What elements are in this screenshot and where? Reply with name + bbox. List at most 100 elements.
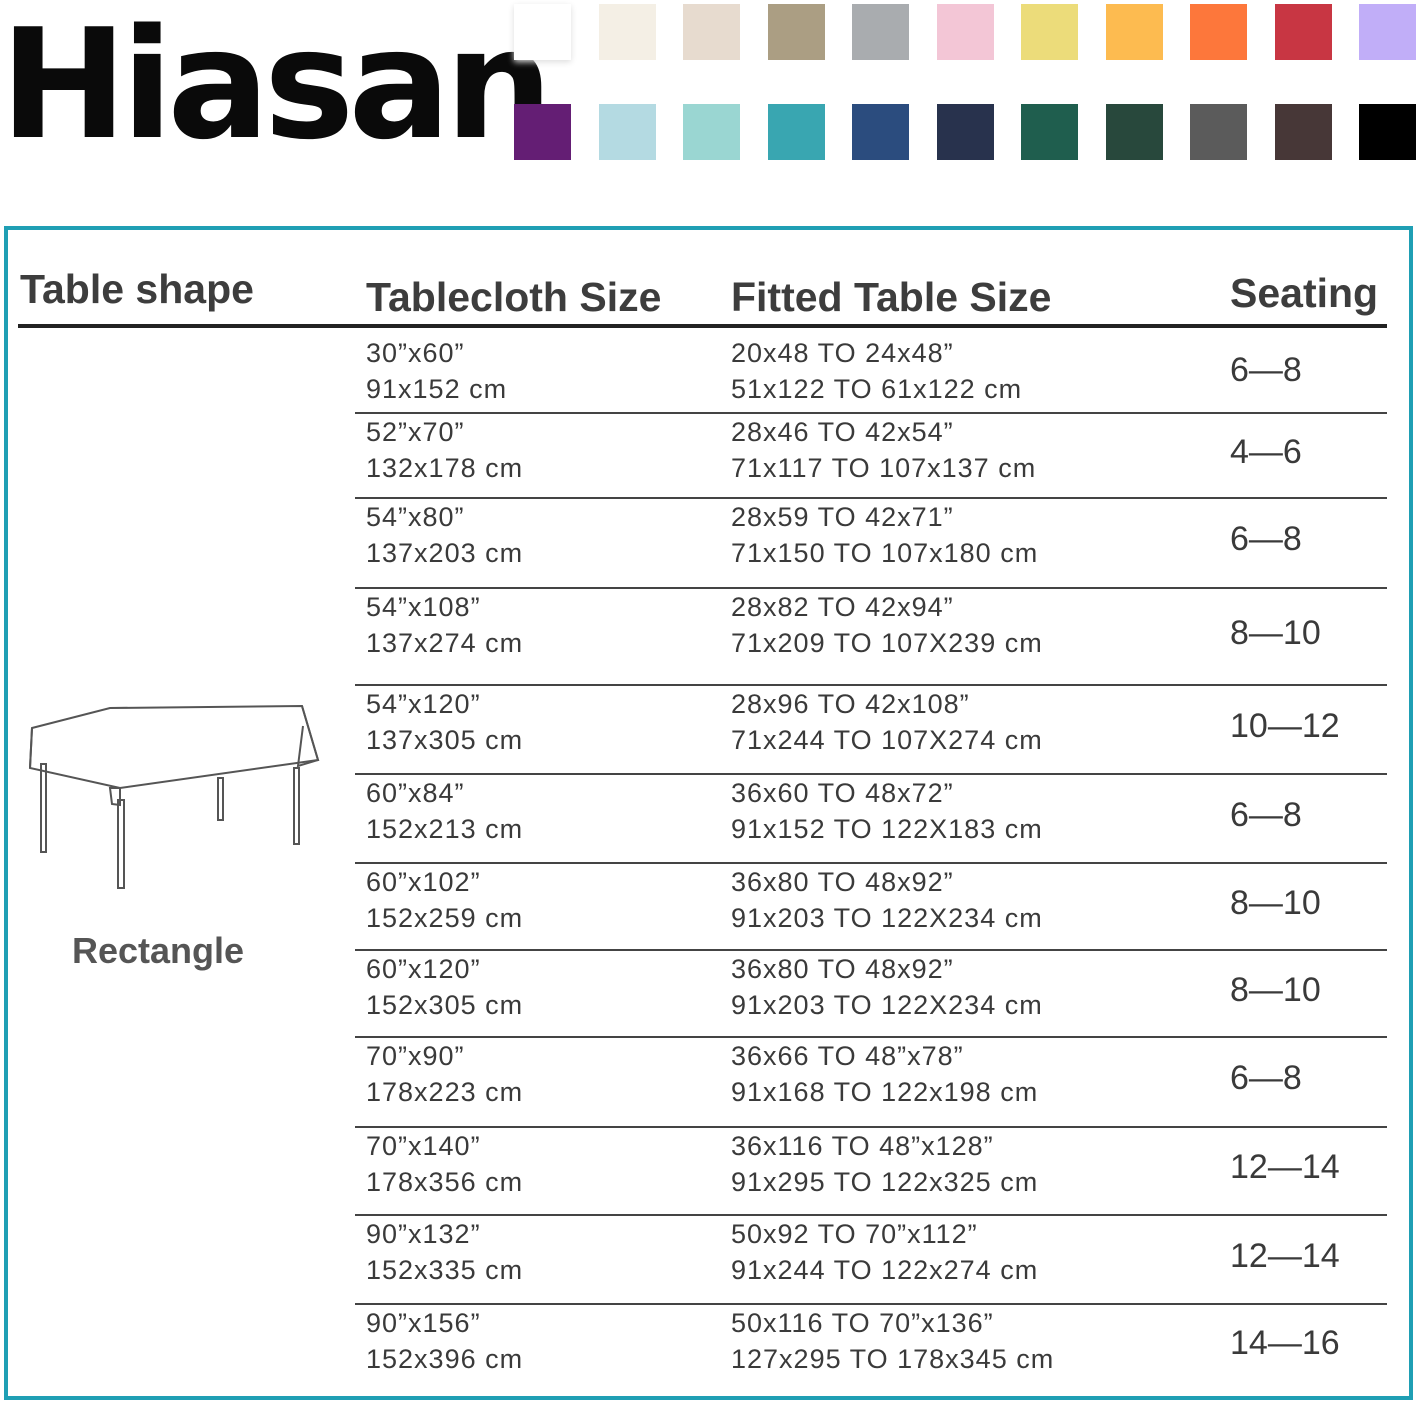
seating-value: 14—16	[1230, 1323, 1340, 1362]
header-table-shape: Table shape	[20, 266, 254, 312]
tablecloth-cm: 137x305 cm	[366, 725, 524, 755]
seating-value: 6—8	[1230, 350, 1302, 389]
tablecloth-inches: 52”x70”	[366, 417, 465, 447]
tablecloth-cm: 152x335 cm	[366, 1255, 524, 1285]
color-swatch[interactable]	[1359, 104, 1416, 160]
color-swatch[interactable]	[936, 4, 994, 60]
fitted-inches: 28x46 TO 42x54”	[731, 417, 954, 447]
fitted-inches: 36x116 TO 48”x128”	[731, 1131, 994, 1161]
fitted-cm: 91x244 TO 122x274 cm	[731, 1255, 1039, 1285]
table-row: 90”x156” 152x396 cm 50x116 TO 70”x136” 127x…	[355, 1305, 1387, 1388]
fitted-cm: 91x152 TO 122X183 cm	[731, 814, 1043, 844]
color-swatch[interactable]	[598, 4, 656, 60]
tablecloth-cm: 137x203 cm	[366, 538, 524, 568]
tablecloth-cm: 178x223 cm	[366, 1077, 524, 1107]
table-row: 54”x80” 137x203 cm 28x59 TO 42x71” 71x150 T…	[355, 499, 1387, 589]
fitted-inches: 50x92 TO 70”x112”	[731, 1219, 978, 1249]
fitted-cm: 51x122 TO 61x122 cm	[731, 374, 1023, 404]
color-swatch[interactable]	[767, 104, 825, 160]
table-row: 90”x132” 152x335 cm 50x92 TO 70”x112” 91x24…	[355, 1216, 1387, 1305]
color-swatch[interactable]	[1190, 104, 1247, 160]
table-row: 54”x108” 137x274 cm 28x82 TO 42x94” 71x209 …	[355, 589, 1387, 686]
tablecloth-inches: 70”x140”	[366, 1131, 481, 1161]
tablecloth-inches: 60”x84”	[366, 778, 465, 808]
seating-value: 6—8	[1230, 1059, 1302, 1097]
tablecloth-inches: 90”x132”	[366, 1219, 481, 1249]
fitted-inches: 36x60 TO 48x72”	[731, 778, 954, 808]
fitted-inches: 36x80 TO 48x92”	[731, 954, 954, 984]
fitted-cm: 71x117 TO 107x137 cm	[731, 453, 1037, 483]
fitted-inches: 28x82 TO 42x94”	[731, 592, 954, 622]
tablecloth-inches: 54”x120”	[366, 689, 481, 719]
fitted-inches: 36x66 TO 48”x78”	[731, 1041, 964, 1071]
table-row: 60”x84” 152x213 cm 36x60 TO 48x72” 91x152 T…	[355, 775, 1387, 864]
tablecloth-inches: 60”x120”	[366, 954, 481, 984]
tablecloth-inches: 54”x80”	[366, 502, 465, 532]
tablecloth-cm: 152x396 cm	[366, 1344, 524, 1374]
table-row: 54”x120” 137x305 cm 28x96 TO 42x108” 71x244…	[355, 686, 1387, 775]
fitted-inches: 28x59 TO 42x71”	[731, 502, 954, 532]
seating-value: 8—10	[1230, 970, 1321, 1009]
table-row: 70”x140” 178x356 cm 36x116 TO 48”x128” 91x2…	[355, 1128, 1387, 1216]
rectangle-table-icon	[28, 704, 320, 889]
fitted-inches: 20x48 TO 24x48”	[731, 338, 954, 368]
seating-value: 10—12	[1230, 706, 1340, 745]
table-row: 52”x70” 132x178 cm 28x46 TO 42x54” 71x117 T…	[355, 414, 1387, 499]
tablecloth-inches: 30”x60”	[366, 338, 465, 368]
color-swatch[interactable]	[683, 4, 740, 60]
fitted-cm: 127x295 TO 178x345 cm	[731, 1344, 1055, 1374]
tablecloth-cm: 152x305 cm	[366, 990, 524, 1020]
color-swatch[interactable]	[1105, 4, 1163, 60]
tablecloth-cm: 152x213 cm	[366, 814, 524, 844]
header-divider	[18, 324, 1387, 328]
color-swatch[interactable]	[1274, 4, 1332, 60]
fitted-cm: 91x203 TO 122X234 cm	[731, 903, 1043, 933]
shape-label: Rectangle	[72, 930, 245, 971]
seating-value: 6—8	[1230, 795, 1302, 834]
color-swatch[interactable]	[852, 4, 909, 60]
table-row: 60”x102” 152x259 cm 36x80 TO 48x92” 91x203 …	[355, 864, 1387, 951]
table-row: 60”x120” 152x305 cm 36x80 TO 48x92” 91x203 …	[355, 951, 1387, 1038]
color-swatch[interactable]	[767, 4, 825, 60]
seating-value: 8—10	[1230, 613, 1321, 652]
tablecloth-cm: 178x356 cm	[366, 1167, 524, 1197]
color-swatch[interactable]	[1021, 104, 1078, 160]
table-row: 70”x90” 178x223 cm 36x66 TO 48”x78” 91x168 …	[355, 1038, 1387, 1128]
color-swatch[interactable]	[936, 104, 994, 160]
tablecloth-inches: 70”x90”	[366, 1041, 465, 1071]
fitted-cm: 71x150 TO 107x180 cm	[731, 538, 1039, 568]
color-swatch[interactable]	[1359, 4, 1416, 60]
fitted-inches: 28x96 TO 42x108”	[731, 689, 970, 719]
tablecloth-inches: 54”x108”	[366, 592, 481, 622]
color-swatch[interactable]	[683, 104, 740, 160]
seating-value: 6—8	[1230, 520, 1302, 558]
color-swatch[interactable]	[1190, 4, 1247, 60]
color-swatch[interactable]	[1105, 104, 1163, 160]
header-seating: Seating	[1230, 270, 1379, 316]
size-chart-frame	[4, 226, 1413, 1400]
seating-value: 12—14	[1230, 1236, 1340, 1275]
color-swatch[interactable]	[1274, 104, 1332, 160]
tablecloth-cm: 91x152 cm	[366, 374, 508, 404]
fitted-inches: 36x80 TO 48x92”	[731, 867, 954, 897]
color-swatch[interactable]	[1021, 4, 1078, 60]
header-fitted-size: Fitted Table Size	[731, 274, 1052, 320]
color-swatch[interactable]	[598, 104, 656, 160]
brand-logo: Hiasan	[0, 0, 553, 173]
tablecloth-inches: 60”x102”	[366, 867, 481, 897]
seating-value: 4—6	[1230, 432, 1302, 471]
fitted-cm: 71x244 TO 107X274 cm	[731, 725, 1043, 755]
tablecloth-cm: 132x178 cm	[366, 453, 524, 483]
fitted-cm: 91x203 TO 122X234 cm	[731, 990, 1043, 1020]
header-tablecloth-size: Tablecloth Size	[366, 274, 662, 320]
tablecloth-inches: 90”x156”	[366, 1308, 481, 1338]
tablecloth-cm: 137x274 cm	[366, 628, 524, 658]
tablecloth-cm: 152x259 cm	[366, 903, 524, 933]
color-swatch[interactable]	[514, 104, 571, 160]
seating-value: 12—14	[1230, 1148, 1340, 1186]
color-swatch[interactable]	[514, 4, 571, 60]
color-swatch[interactable]	[852, 104, 909, 160]
fitted-cm: 71x209 TO 107X239 cm	[731, 628, 1043, 658]
fitted-cm: 91x168 TO 122x198 cm	[731, 1077, 1039, 1107]
fitted-cm: 91x295 TO 122x325 cm	[731, 1167, 1039, 1197]
